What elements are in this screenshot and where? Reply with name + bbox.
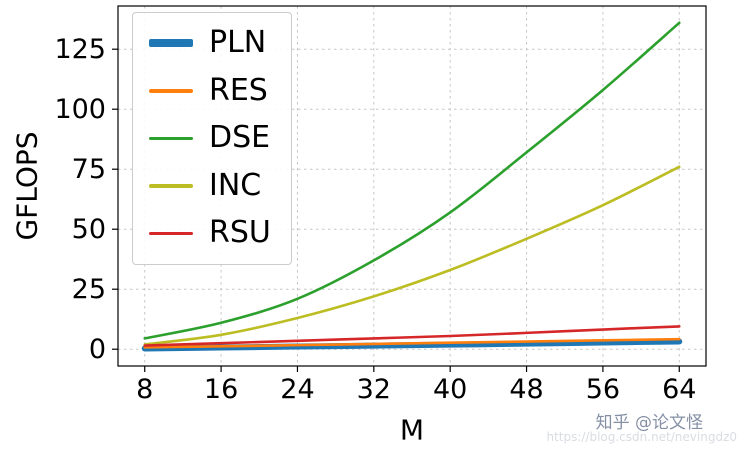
legend-line-swatch [149, 89, 193, 93]
legend-entry-res: RES [149, 72, 271, 109]
x-tick-label: 48 [509, 374, 543, 405]
legend-line-swatch [149, 39, 193, 48]
y-axis-label: GFLOPS [10, 131, 44, 241]
y-tick-label: 25 [72, 274, 106, 305]
y-tick-label: 0 [89, 334, 106, 365]
x-tick-label: 40 [433, 374, 467, 405]
x-tick-label: 32 [357, 374, 391, 405]
x-axis-label: M [399, 413, 425, 447]
series-line-dse [143, 21, 681, 340]
y-tick-label: 75 [72, 154, 106, 185]
legend: PLN RES DSE INC RSU [132, 12, 292, 265]
x-tick-label: 64 [662, 374, 696, 405]
series-line-res [143, 337, 681, 349]
legend-line-swatch [149, 231, 193, 235]
x-tick-label: 56 [586, 374, 620, 405]
y-tick-label: 100 [54, 94, 106, 125]
zhihu-watermark: 知乎 @论文怪 [595, 413, 703, 433]
x-tick-label: 16 [204, 374, 238, 405]
legend-entry-pln: PLN [149, 25, 271, 61]
legend-label: RSU [209, 215, 271, 250]
legend-label: RES [209, 72, 268, 108]
axes-spines [117, 5, 707, 367]
legend-label: PLN [209, 25, 267, 60]
y-tick-label: 125 [54, 34, 106, 65]
csdn-watermark: https://blog.csdn.net/nevingdz0 [546, 430, 737, 444]
x-tick-label: 8 [136, 374, 153, 405]
x-tick-label: 24 [280, 374, 314, 405]
legend-entry-dse: DSE [149, 120, 271, 156]
series-line-inc [143, 165, 681, 346]
legend-line-swatch [149, 136, 193, 140]
legend-label: INC [209, 167, 262, 203]
series-line-rsu [143, 325, 681, 347]
legend-entry-inc: INC [149, 167, 271, 204]
legend-label: DSE [209, 120, 271, 155]
legend-entry-rsu: RSU [149, 215, 271, 251]
legend-line-swatch [149, 184, 193, 188]
y-tick-label: 50 [72, 214, 106, 245]
